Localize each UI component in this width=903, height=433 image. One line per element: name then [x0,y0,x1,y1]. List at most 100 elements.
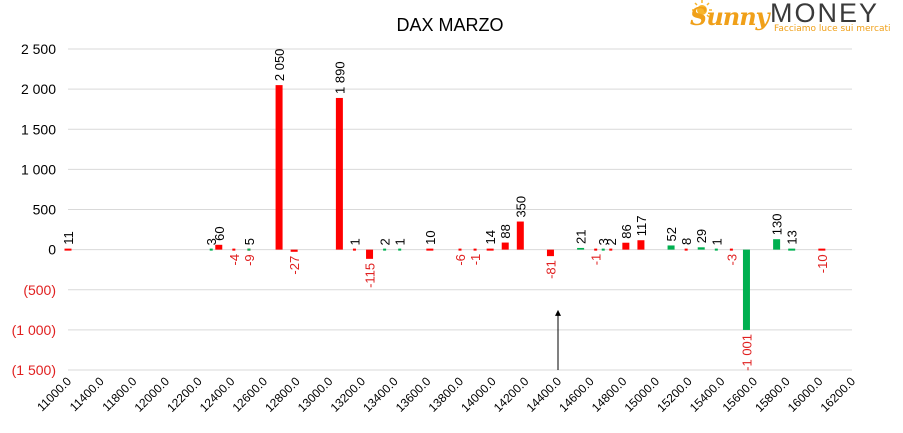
bar [788,248,796,251]
x-tick-label: 14600.0 [556,374,597,415]
bar [473,248,477,251]
data-label: -115 [363,263,378,288]
y-axis: 2 500 2 000 1 500 1 000 500 0 (500) (1 000) (1 5… [12,41,57,378]
x-tick-label: 14200.0 [491,374,532,415]
bars [64,85,826,330]
bar [352,248,356,251]
sun-icon [692,0,712,20]
data-label: -1 [589,254,604,266]
data-label: 11 [61,231,76,245]
bar [383,248,387,251]
data-label: 1 [709,238,724,245]
bar [622,242,630,250]
x-tick-label: 12800.0 [262,374,303,415]
x-tick-label: 13600.0 [393,374,434,415]
y-tick-label: 2 500 [21,41,56,57]
x-tick-label: 15400.0 [687,374,728,415]
bar [209,248,213,251]
bar [667,245,675,250]
bar [486,248,494,251]
bar [729,248,733,251]
x-tick-label: 14800.0 [589,374,630,415]
y-tick-label: 1 500 [21,121,56,137]
y-tick-label: (1 000) [12,322,56,338]
x-tick-label: 11400.0 [67,374,107,414]
x-tick-label: 12400.0 [197,374,238,415]
data-label: 10 [423,230,438,244]
bar [426,248,434,251]
data-label: -27 [287,256,302,275]
data-label: 117 [634,216,649,237]
data-label: 2 050 [272,49,287,82]
data-label: 52 [664,227,679,241]
x-tick-label: 15200.0 [654,374,695,415]
x-axis: 11000.011400.011800.012000.012200.012400… [34,374,858,415]
x-tick-label: 12000.0 [132,374,173,415]
x-tick-label: 14400.0 [524,374,565,415]
x-tick-label: 15600.0 [720,374,761,415]
logo-tagline: Facciamo luce sui mercati [774,24,891,34]
bar [232,248,236,251]
data-label: 60 [212,226,227,240]
bar [215,244,223,250]
bar [290,249,298,252]
bar [594,248,598,251]
bar [501,242,509,250]
x-tick-label: 13000.0 [295,374,336,415]
data-label: 5 [242,238,257,245]
grid-lines [68,48,852,371]
data-label: 3 [596,238,611,245]
y-tick-label: 0 [48,242,56,258]
bar [458,248,462,251]
x-tick-label: 15000.0 [622,374,663,415]
y-tick-label: (500) [23,282,56,298]
data-label: 350 [513,196,528,218]
x-tick-label: 12600.0 [230,374,271,415]
y-tick-label: 1 000 [21,161,56,177]
bar [684,248,688,251]
x-tick-label: 14000.0 [458,374,499,415]
data-label: 13 [785,230,800,244]
x-tick-label: 13800.0 [426,374,467,415]
x-tick-label: 15800.0 [752,374,793,415]
y-tick-label: (1 500) [12,362,56,378]
bar [64,248,72,251]
data-label: 88 [498,224,513,238]
x-tick-label: 16000.0 [785,374,826,415]
bar [742,249,750,330]
data-label: 21 [574,229,589,243]
data-label: 2 [604,238,619,245]
data-label: 1 890 [332,61,347,94]
x-tick-label: 13200.0 [328,374,369,415]
data-label: -6 [453,254,468,266]
bar [818,248,826,251]
data-label: -81 [543,260,558,279]
logo-sunny: Sunny [690,2,770,31]
bar [366,249,374,259]
bar [577,247,585,250]
data-label: -1 001 [739,334,754,371]
data-label: 14 [483,230,498,244]
data-label: 1 [393,238,408,245]
data-label: 130 [770,213,785,235]
y-tick-label: 500 [33,202,57,218]
data-label: 2 [378,238,393,245]
arrow-annotation [555,309,561,370]
arrow-head [555,309,561,316]
bar [546,249,554,257]
bar [335,97,343,250]
data-label: 29 [694,229,709,243]
x-tick-label: 12200.0 [164,374,205,415]
data-label: 86 [619,224,634,238]
data-label: -3 [724,254,739,266]
bar [247,248,251,251]
bar [637,240,645,250]
bar [697,247,705,250]
data-label: -9 [242,254,257,266]
data-label: -4 [227,254,242,266]
chart-title: DAX MARZO [396,15,503,35]
bar [609,248,613,251]
data-label: 3 [204,238,219,245]
